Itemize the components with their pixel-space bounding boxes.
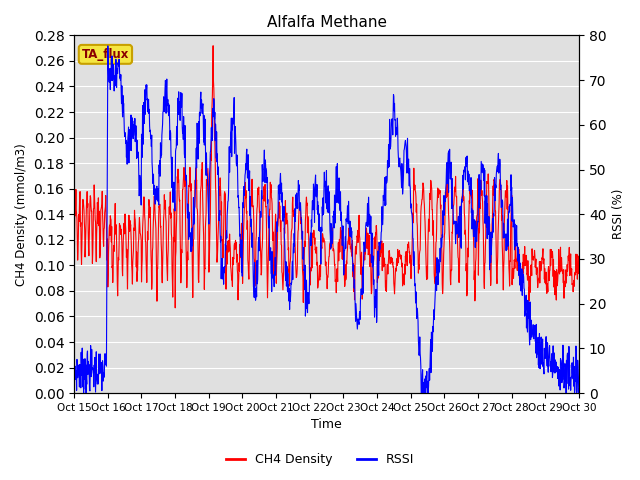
CH4 Density	[516, 278, 524, 284]
Legend: CH4 Density, RSSI: CH4 Density, RSSI	[221, 448, 419, 471]
X-axis label: Time: Time	[311, 419, 342, 432]
RSSI	[516, 282, 524, 288]
RSSI	[472, 245, 479, 251]
CH4 Density	[472, 289, 479, 295]
RSSI	[240, 184, 248, 190]
Line: RSSI: RSSI	[74, 46, 579, 393]
Y-axis label: RSSI (%): RSSI (%)	[612, 189, 625, 240]
CH4 Density	[209, 43, 217, 48]
CH4 Density	[405, 250, 413, 256]
CH4 Density	[172, 305, 179, 311]
Text: TA_flux: TA_flux	[82, 48, 129, 61]
Line: CH4 Density: CH4 Density	[74, 46, 579, 308]
RSSI	[183, 206, 191, 212]
RSSI	[80, 390, 88, 396]
CH4 Density	[575, 265, 583, 271]
CH4 Density	[240, 226, 248, 231]
RSSI	[575, 386, 583, 392]
CH4 Density	[183, 285, 191, 290]
Title: Alfalfa Methane: Alfalfa Methane	[267, 15, 387, 30]
RSSI	[171, 208, 179, 214]
RSSI	[70, 349, 78, 355]
RSSI	[104, 43, 111, 49]
CH4 Density	[70, 252, 78, 258]
Y-axis label: CH4 Density (mmol/m3): CH4 Density (mmol/m3)	[15, 143, 28, 286]
RSSI	[405, 183, 413, 189]
CH4 Density	[170, 206, 178, 212]
